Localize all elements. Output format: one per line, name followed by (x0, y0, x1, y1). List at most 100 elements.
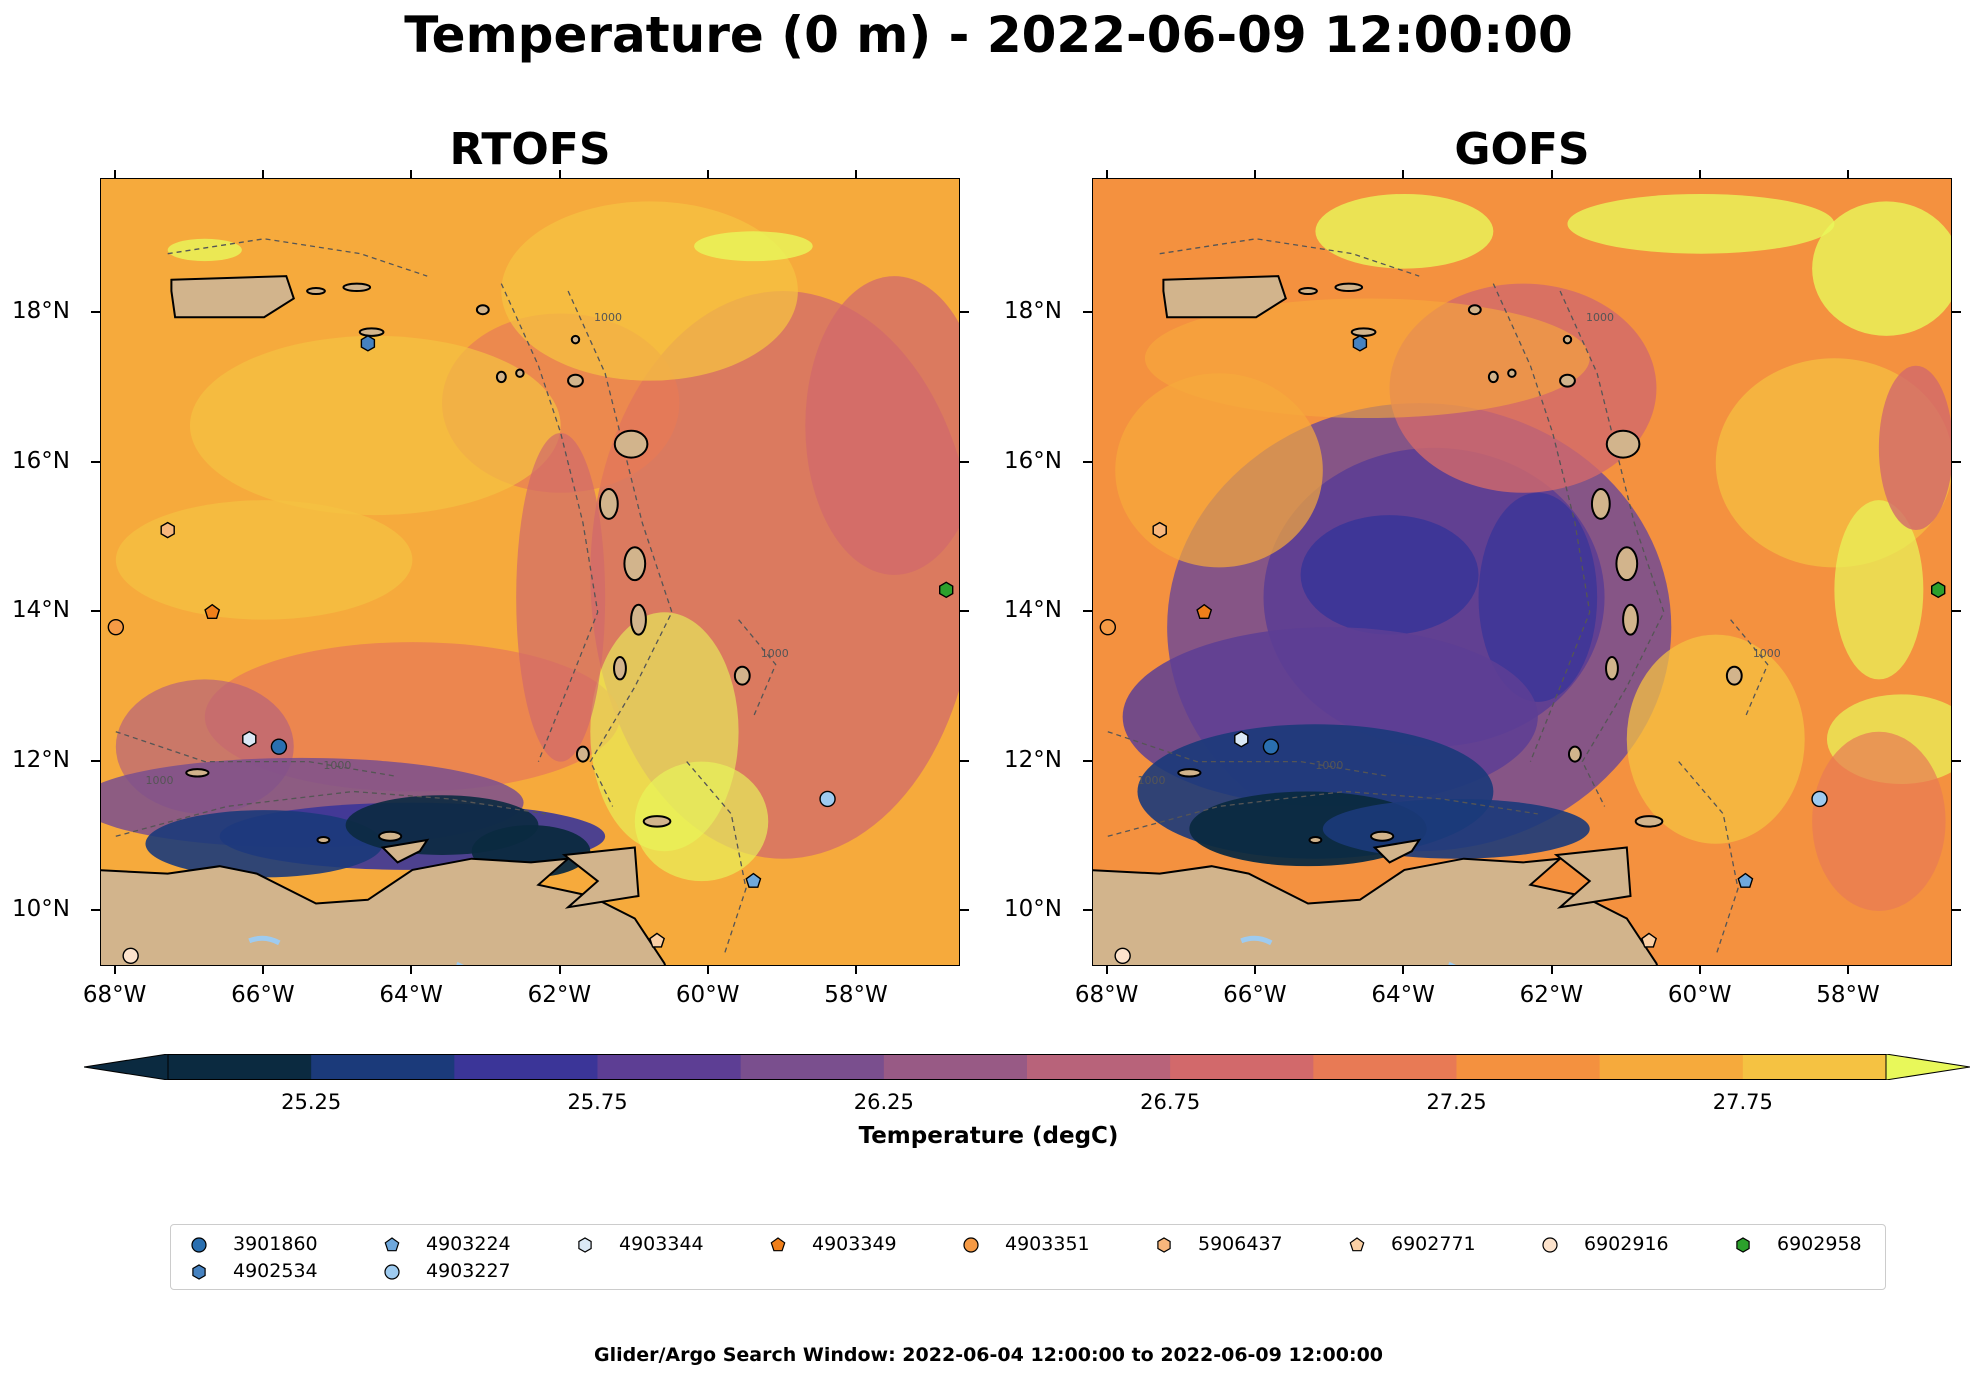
colorbar-extend-min (84, 1054, 169, 1080)
legend-marker-hexagon (1736, 1237, 1750, 1253)
float-marker-5906437 (160, 521, 175, 539)
contour-label: 1000 (145, 774, 173, 787)
island (1370, 830, 1395, 842)
island (378, 830, 403, 842)
x-tick-mark (706, 966, 709, 974)
float-marker-6902958 (1931, 581, 1946, 599)
float-marker-4903349 (204, 603, 221, 619)
y-tick-label: 10°N (1004, 895, 1062, 922)
legend: 3901860 4902534 4903224 4903227 4903344 49033… (170, 1224, 1886, 1290)
y-tick-mark (91, 311, 100, 314)
y-tick-mark (1083, 610, 1092, 613)
float-marker-4903224 (745, 872, 762, 888)
y-tick-mark (960, 908, 969, 911)
trinidad (561, 846, 640, 909)
x-tick-label: 60°W (675, 982, 740, 1008)
y-tick-mark (1083, 759, 1092, 762)
x-tick-mark (1254, 966, 1257, 974)
gofs-map-svg: 1000 1000 1000 1000 (1093, 179, 1951, 965)
island (1622, 603, 1639, 636)
float-marker-4903351 (107, 618, 125, 636)
island (1605, 429, 1641, 459)
legend-label: 4903224 (426, 1233, 511, 1255)
float-marker-4902534 (360, 334, 376, 352)
island (1562, 334, 1573, 345)
island (1350, 327, 1377, 337)
legend-label: 3901860 (233, 1233, 318, 1255)
contour-label: 1000 (1315, 759, 1343, 772)
y-tick-label: 18°N (12, 298, 70, 325)
y-tick-mark (91, 610, 100, 613)
float-markers (107, 334, 954, 964)
legend-marker-hexagon (1157, 1237, 1171, 1253)
y-tick-mark (960, 759, 969, 762)
colorbar-band (1313, 1054, 1457, 1080)
y-tick-label: 12°N (1004, 746, 1062, 773)
y-tick-mark (960, 610, 969, 613)
y-tick-mark (91, 759, 100, 762)
y-tick-mark (1952, 460, 1961, 463)
float-marker-4903351 (1099, 618, 1117, 636)
island (1467, 304, 1482, 316)
legend-marker-hexagon (192, 1264, 206, 1280)
colorbar-tick-label: 27.25 (1426, 1090, 1487, 1114)
legend-label: 4903227 (426, 1260, 511, 1282)
legend-marker-pentagon (1349, 1237, 1365, 1252)
legend-marker-circle (1542, 1237, 1558, 1253)
contour-label: 1000 (323, 759, 351, 772)
legend-marker-circle (191, 1237, 207, 1253)
y-tick-mark (1952, 311, 1961, 314)
y-tick-label: 14°N (1004, 597, 1062, 624)
island (1567, 745, 1582, 763)
island (1507, 368, 1517, 378)
legend-label: 6902916 (1584, 1233, 1669, 1255)
x-tick-mark (1550, 966, 1553, 974)
sst-field (1115, 193, 1951, 911)
y-tick-mark (91, 460, 100, 463)
colorbar-tick-label: 25.75 (567, 1090, 628, 1114)
x-tick-label: 68°W (82, 982, 147, 1008)
island (1634, 815, 1664, 828)
legend-marker-circle (963, 1237, 979, 1253)
island (613, 656, 627, 681)
x-tick-mark (1402, 966, 1405, 974)
legend-marker-pentagon (384, 1237, 400, 1252)
sst-field (101, 201, 959, 882)
x-tick-mark (113, 170, 116, 178)
main-title: Temperature (0 m) - 2022-06-09 12:00:00 (404, 6, 1573, 64)
float-marker-5906437 (1152, 521, 1167, 539)
panel-title-rtofs: RTOFS (449, 124, 611, 175)
legend-label: 6902771 (1391, 1233, 1476, 1255)
island (642, 815, 672, 828)
trinidad (1553, 846, 1632, 909)
island (1334, 282, 1364, 293)
y-tick-label: 10°N (12, 895, 70, 922)
colorbar (84, 1054, 1970, 1080)
contour-label: 1000 (594, 311, 622, 324)
colorbar-band (1599, 1054, 1744, 1080)
x-tick-mark (1698, 170, 1701, 178)
legend-marker-circle (384, 1264, 400, 1280)
island (1605, 656, 1619, 681)
float-marker-3901860 (1262, 738, 1280, 755)
colorbar-band (1456, 1054, 1601, 1080)
island (1308, 836, 1323, 845)
puerto-rico (170, 275, 295, 319)
float-marker-4903344 (1234, 730, 1249, 748)
x-tick-mark (1847, 170, 1850, 178)
float-marker-4903344 (242, 730, 257, 748)
x-tick-mark (1698, 966, 1701, 974)
island (1487, 370, 1499, 384)
x-tick-mark (558, 966, 561, 974)
bathymetry-contours (1107, 238, 1769, 957)
legend-label: 5906437 (1198, 1233, 1283, 1255)
x-tick-mark (558, 170, 561, 178)
legend-label: 4903344 (619, 1233, 704, 1255)
float-marker-4902534 (1352, 334, 1368, 352)
float-marker-6902916 (1114, 947, 1131, 964)
legend-label: 4903351 (1005, 1233, 1090, 1255)
x-tick-mark (113, 966, 116, 974)
legend-marker-pentagon (770, 1237, 786, 1252)
float-marker-4903349 (1196, 603, 1213, 619)
colorbar-band (1170, 1054, 1314, 1080)
